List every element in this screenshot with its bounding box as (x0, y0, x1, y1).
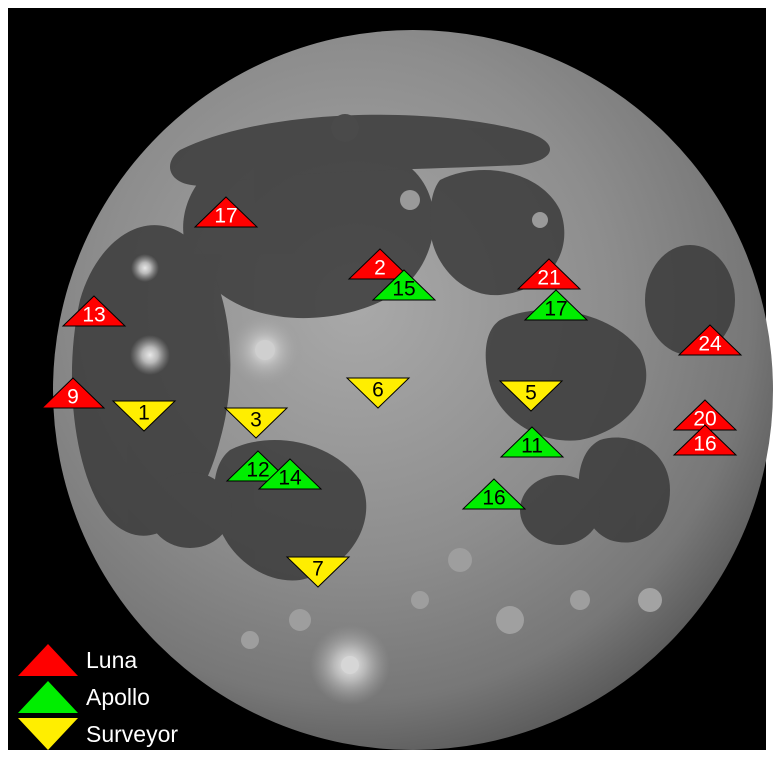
landing-site-apollo-16: 16 (461, 478, 527, 510)
luna-legend-icon (18, 644, 78, 676)
landing-site-label: 16 (482, 487, 505, 510)
apollo-triangle-icon (257, 458, 323, 490)
landing-site-apollo-14: 14 (257, 458, 323, 490)
luna-triangle-icon (516, 258, 582, 290)
legend-label: Surveyor (86, 721, 178, 747)
landing-site-apollo-11: 11 (499, 426, 565, 458)
landing-site-apollo-15: 15 (371, 269, 437, 301)
landing-site-luna-16: 16 (672, 424, 738, 456)
landing-site-label: 15 (392, 278, 415, 301)
landing-site-label: 21 (537, 267, 560, 290)
luna-triangle-icon (347, 248, 413, 280)
landing-site-luna-17: 17 (193, 196, 259, 228)
crater-kepler (130, 335, 170, 375)
luna-triangle-icon (193, 196, 259, 228)
mare-nectaris (520, 475, 600, 545)
legend: Luna Apollo Surveyor (18, 644, 178, 750)
legend-label: Apollo (86, 684, 150, 710)
landing-site-label: 6 (372, 379, 384, 402)
surveyor-triangle-icon (111, 400, 177, 432)
legend-entry-luna: Luna (18, 644, 137, 676)
landing-site-label: 24 (698, 333, 722, 356)
luna-triangle-icon (672, 424, 738, 456)
crater-aristarchus (131, 254, 159, 282)
landing-site-label: 7 (312, 558, 324, 581)
landing-site-surveyor-3: 3 (223, 407, 289, 439)
landing-site-label: 1 (138, 402, 150, 425)
landing-site-apollo-12: 12 (225, 450, 291, 482)
apollo-triangle-icon (225, 450, 291, 482)
luna-triangle-icon (677, 324, 743, 356)
landing-site-surveyor-6: 6 (345, 377, 411, 409)
landing-site-luna-2: 2 (347, 248, 413, 280)
landing-site-label: 14 (278, 467, 302, 490)
mare-tranquillitatis (485, 310, 647, 441)
landing-site-luna-21: 21 (516, 258, 582, 290)
landing-site-label: 17 (544, 298, 567, 321)
craters (130, 114, 662, 705)
landing-site-label: 16 (693, 433, 716, 456)
oceanus-procellarum (71, 225, 231, 536)
surveyor-legend-icon (18, 718, 78, 750)
surveyor-triangle-icon (285, 556, 351, 588)
landing-site-luna-20: 20 (672, 399, 738, 431)
landing-site-luna-13: 13 (61, 295, 127, 327)
landing-site-surveyor-7: 7 (285, 556, 351, 588)
apollo-legend-icon (18, 681, 78, 713)
apollo-triangle-icon (371, 269, 437, 301)
crater-plato (331, 114, 359, 142)
landing-site-label: 20 (693, 408, 716, 431)
surveyor-triangle-icon (498, 380, 564, 412)
landing-site-surveyor-5: 5 (498, 380, 564, 412)
surveyor-triangle-icon (223, 407, 289, 439)
landing-site-label: 3 (250, 409, 262, 432)
landing-site-label: 9 (67, 386, 79, 409)
apollo-triangle-icon (461, 478, 527, 510)
mare-fecunditatis (578, 437, 670, 543)
landing-site-label: 12 (246, 459, 269, 482)
landing-site-luna-24: 24 (677, 324, 743, 356)
apollo-triangle-icon (499, 426, 565, 458)
legend-label: Luna (86, 647, 137, 673)
apollo-triangle-icon (523, 289, 589, 321)
landing-site-label: 2 (374, 257, 386, 280)
landing-site-label: 13 (82, 304, 105, 327)
luna-triangle-icon (40, 377, 106, 409)
mare-frigoris (170, 114, 550, 186)
legend-entry-surveyor: Surveyor (18, 718, 178, 750)
luna-triangle-icon (61, 295, 127, 327)
landing-site-label: 17 (214, 205, 237, 228)
landing-site-luna-9: 9 (40, 377, 106, 409)
landing-site-label: 5 (525, 382, 537, 405)
landing-site-apollo-17: 17 (523, 289, 589, 321)
landing-site-label: 11 (521, 435, 543, 458)
mare-humorum (148, 472, 232, 548)
legend-entry-apollo: Apollo (18, 681, 150, 713)
mare-serenitatis (430, 170, 565, 296)
surveyor-triangle-icon (345, 377, 411, 409)
landing-site-surveyor-1: 1 (111, 400, 177, 432)
